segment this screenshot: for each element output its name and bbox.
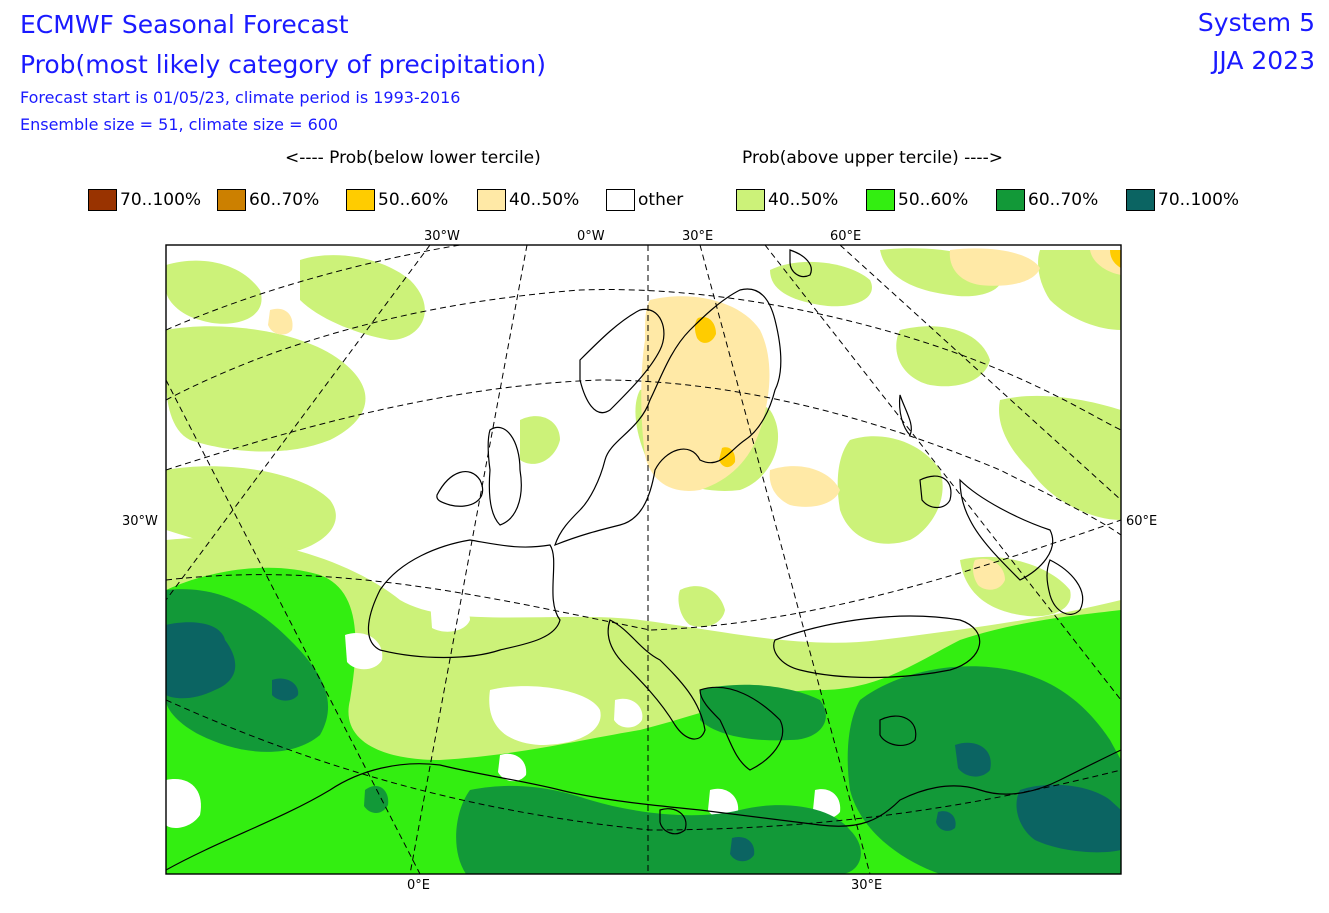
legend-label: 50..60% xyxy=(898,190,969,210)
legend-swatch xyxy=(606,189,635,211)
coastlines xyxy=(166,249,1121,871)
legend-item-below-60-70: 60..70% xyxy=(217,188,319,212)
legend-swatch xyxy=(88,189,117,211)
legend-swatch xyxy=(736,189,765,211)
season-label: JJA 2023 xyxy=(1212,46,1315,75)
lon-label-top-0w: 0°W xyxy=(577,229,605,244)
lon-label-top-60e: 60°E xyxy=(830,229,861,244)
legend-swatch xyxy=(346,189,375,211)
forecast-info: Forecast start is 01/05/23, climate peri… xyxy=(20,88,461,107)
legend-item-above-70-100: 70..100% xyxy=(1126,188,1239,212)
map-frame xyxy=(165,244,1122,875)
graticule xyxy=(166,245,1121,874)
lat-label-right-60e: 60°E xyxy=(1126,514,1157,529)
legend-label: 40..50% xyxy=(509,190,580,210)
legend-item-below-70-100: 70..100% xyxy=(88,188,201,212)
legend-caption-below: <---- Prob(below lower tercile) xyxy=(285,148,541,168)
lon-label-bottom-0e: 0°E xyxy=(407,878,430,893)
lon-label-bottom-30e: 30°E xyxy=(851,878,882,893)
legend-swatch xyxy=(1126,189,1155,211)
legend-swatch xyxy=(996,189,1025,211)
legend-item-below-40-50: 40..50% xyxy=(477,188,579,212)
legend-label: 60..70% xyxy=(249,190,320,210)
map-title: ECMWF Seasonal Forecast xyxy=(20,10,349,39)
legend-item-above-40-50: 40..50% xyxy=(736,188,838,212)
axis-labels: 30°W 0°W 30°E 60°E 30°W 60°E 0°E 30°E xyxy=(122,229,1157,893)
legend-label: 70..100% xyxy=(120,190,202,210)
legend-label: 70..100% xyxy=(1158,190,1240,210)
ensemble-info: Ensemble size = 51, climate size = 600 xyxy=(20,115,339,134)
probability-shading xyxy=(166,245,1121,874)
legend-label: 60..70% xyxy=(1028,190,1099,210)
map-subtitle: Prob(most likely category of precipitati… xyxy=(20,50,546,79)
legend-swatch xyxy=(217,189,246,211)
system-label: System 5 xyxy=(1197,8,1315,37)
legend-item-other: other xyxy=(606,188,683,212)
legend-item-below-50-60: 50..60% xyxy=(346,188,448,212)
lat-label-left-30w: 30°W xyxy=(122,514,158,529)
legend-item-above-50-60: 50..60% xyxy=(866,188,968,212)
legend-swatch xyxy=(866,189,895,211)
legend: 70..100% 60..70% 50..60% 40..50% other 4… xyxy=(0,188,1329,214)
legend-label: 40..50% xyxy=(768,190,839,210)
legend-item-above-60-70: 60..70% xyxy=(996,188,1098,212)
legend-caption-above: Prob(above upper tercile) ----> xyxy=(742,148,1003,168)
lon-label-top-30e: 30°E xyxy=(682,229,713,244)
legend-swatch xyxy=(477,189,506,211)
legend-label: other xyxy=(638,190,684,210)
legend-label: 50..60% xyxy=(378,190,449,210)
lon-label-top-30w: 30°W xyxy=(424,229,460,244)
